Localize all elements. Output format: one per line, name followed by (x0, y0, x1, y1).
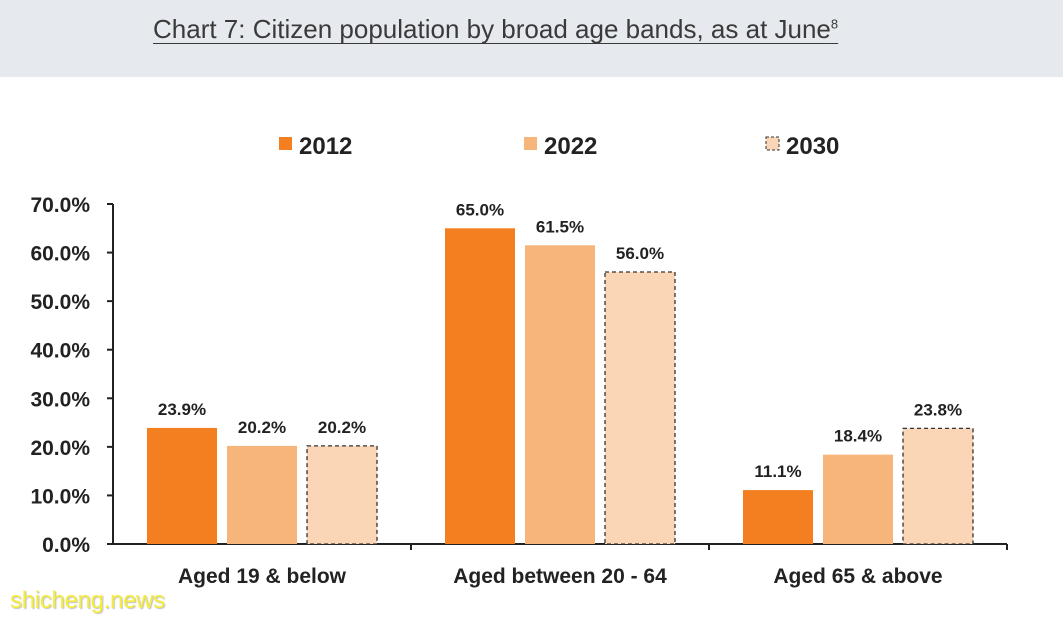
bar-2012 (743, 490, 813, 544)
bar-2012 (445, 228, 515, 545)
y-tick-label: 60.0% (30, 243, 90, 266)
bar-2030 (306, 445, 378, 545)
bar-chart: 2012 2022 2030 0.0% 10.0% 20.0% 30.0% 40.0% 50.0… (30, 133, 1008, 588)
data-label-2022: 20.2% (238, 418, 286, 437)
legend-label-2022: 2022 (544, 133, 597, 160)
footnote-marker: 8 (830, 16, 839, 32)
legend-label-2012: 2012 (299, 133, 352, 160)
x-tick-label: Aged between 20 - 64 (453, 565, 667, 588)
bar-2022 (227, 445, 297, 544)
bar-2030 (902, 427, 974, 545)
y-tick-label: 30.0% (30, 388, 90, 411)
chart-title: Chart 7: Citizen population by broad age… (153, 14, 838, 45)
data-label-2030: 20.2% (318, 418, 366, 437)
chart-title-text: Chart 7: Citizen population by broad age… (153, 14, 831, 44)
y-tick-label: 50.0% (30, 291, 90, 314)
data-label-2022: 61.5% (536, 217, 584, 236)
data-label-2012: 11.1% (754, 462, 801, 481)
data-label-2012: 65.0% (456, 200, 504, 219)
bar-2012 (147, 427, 217, 544)
y-tick-label: 20.0% (30, 437, 90, 460)
y-tick-label: 0.0% (42, 534, 90, 557)
data-label-2022: 18.4% (834, 427, 882, 446)
bar-2030 (604, 271, 676, 545)
bar-2022 (823, 454, 893, 544)
title-banner: Chart 7: Citizen population by broad age… (0, 0, 1063, 77)
legend-label-2030: 2030 (786, 133, 839, 160)
data-label-2030: 56.0% (616, 244, 664, 263)
legend-swatch-2012 (279, 137, 292, 150)
x-tick-label: Aged 65 & above (773, 565, 942, 588)
y-tick-label: 70.0% (30, 194, 90, 217)
y-tick-label: 40.0% (30, 340, 90, 363)
data-label-2030: 23.8% (914, 400, 962, 419)
legend-swatch-2030 (765, 136, 780, 151)
x-tick-label: Aged 19 & below (178, 565, 347, 588)
watermark: shicheng.news (10, 587, 165, 614)
data-label-2012: 23.9% (158, 400, 206, 419)
legend-swatch-2022 (524, 137, 537, 150)
y-tick-label: 10.0% (30, 485, 90, 508)
bar-2022 (525, 245, 595, 545)
